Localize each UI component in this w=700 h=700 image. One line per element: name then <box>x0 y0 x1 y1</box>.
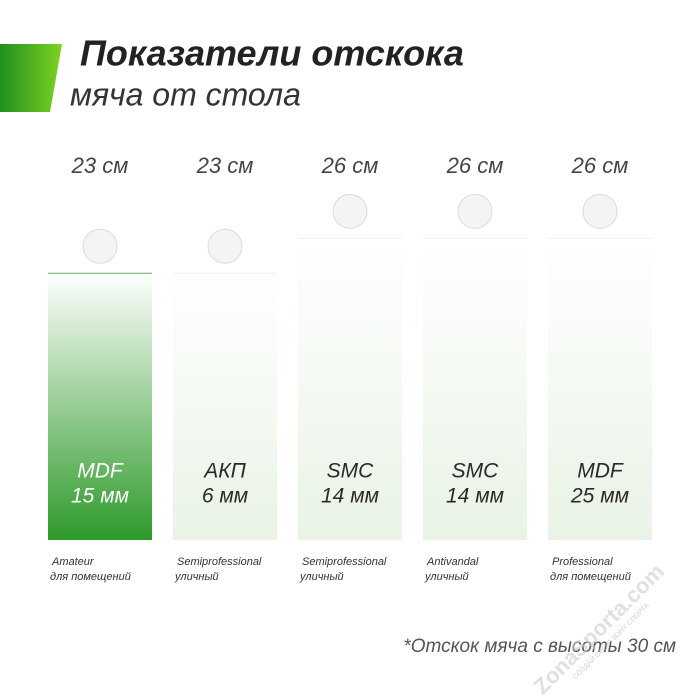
level-label: Semiprofessional <box>177 556 262 568</box>
ball <box>332 193 368 229</box>
bar <box>298 238 402 540</box>
ball <box>582 193 618 229</box>
usage-label: уличный <box>299 571 344 583</box>
bar <box>423 238 527 540</box>
material-label: SMC <box>327 460 375 483</box>
bar <box>48 273 152 540</box>
usage-label: уличный <box>424 571 469 583</box>
level-label: Professional <box>552 556 613 568</box>
chart-title: Показатели отскока <box>80 33 464 74</box>
ball <box>82 228 118 264</box>
accent-band <box>0 44 62 112</box>
footnote: *Отскок мяча с высоты 30 см <box>403 636 676 657</box>
thickness-label: 14 мм <box>321 485 379 508</box>
level-label: Amateur <box>51 556 95 568</box>
level-label: Antivandal <box>426 556 479 568</box>
usage-label: для помещений <box>50 571 131 583</box>
chart-subtitle: мяча от стола <box>70 76 301 112</box>
ball <box>207 228 243 264</box>
value-label: 23 см <box>196 153 254 178</box>
usage-label: уличный <box>174 571 219 583</box>
bar <box>548 238 652 540</box>
thickness-label: 6 мм <box>202 485 248 508</box>
value-label: 26 см <box>321 153 379 178</box>
thickness-label: 15 мм <box>71 485 129 508</box>
material-label: SMC <box>452 460 500 483</box>
bar <box>173 273 277 540</box>
material-label: MDF <box>577 460 624 483</box>
value-label: 23 см <box>71 153 129 178</box>
level-label: Semiprofessional <box>302 556 387 568</box>
ball <box>457 193 493 229</box>
material-label: MDF <box>77 460 124 483</box>
material-label: АКП <box>202 460 246 483</box>
value-label: 26 см <box>571 153 629 178</box>
value-label: 26 см <box>446 153 504 178</box>
thickness-label: 25 мм <box>570 485 629 508</box>
thickness-label: 14 мм <box>446 485 504 508</box>
usage-label: для помещений <box>550 571 631 583</box>
